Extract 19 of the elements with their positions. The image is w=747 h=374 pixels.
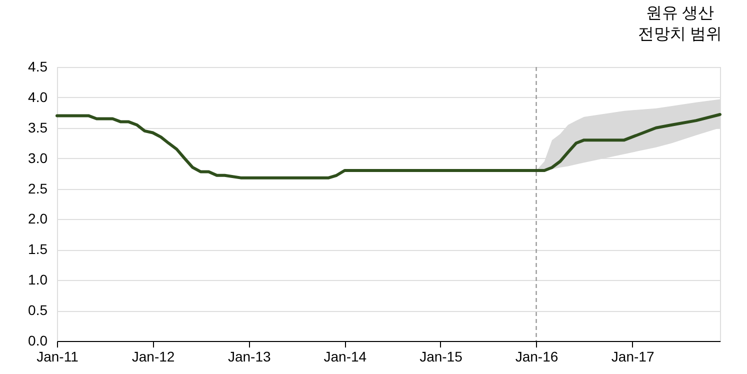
y-tick-label: 4.0 — [28, 88, 48, 105]
x-tick-label: Jan-14 — [324, 348, 367, 364]
line-series — [56, 112, 722, 180]
x-tick-label: Jan-16 — [515, 348, 558, 364]
y-tick-label: 3.5 — [28, 119, 48, 136]
x-tick-label: Jan-12 — [132, 348, 175, 364]
x-tick-label: Jan-13 — [228, 348, 271, 364]
y-tick-label: 1.0 — [28, 272, 48, 288]
x-tick-label: Jan-15 — [420, 348, 463, 364]
y-tick-label: 3.0 — [28, 150, 48, 166]
x-tick-label: Jan-17 — [611, 348, 654, 364]
y-tick-label: 1.5 — [28, 241, 48, 258]
y-tick-label: 0.0 — [28, 332, 48, 348]
text: 원유 생산 전망치 범위 — [638, 5, 722, 43]
y-tick-label: 2.0 — [28, 210, 48, 227]
y-tick-label: 0.5 — [28, 302, 48, 318]
x-tick-label: Jan-11 — [36, 348, 79, 364]
y-tick-label: 2.5 — [28, 180, 48, 196]
y-tick-label: 4.5 — [28, 58, 48, 74]
